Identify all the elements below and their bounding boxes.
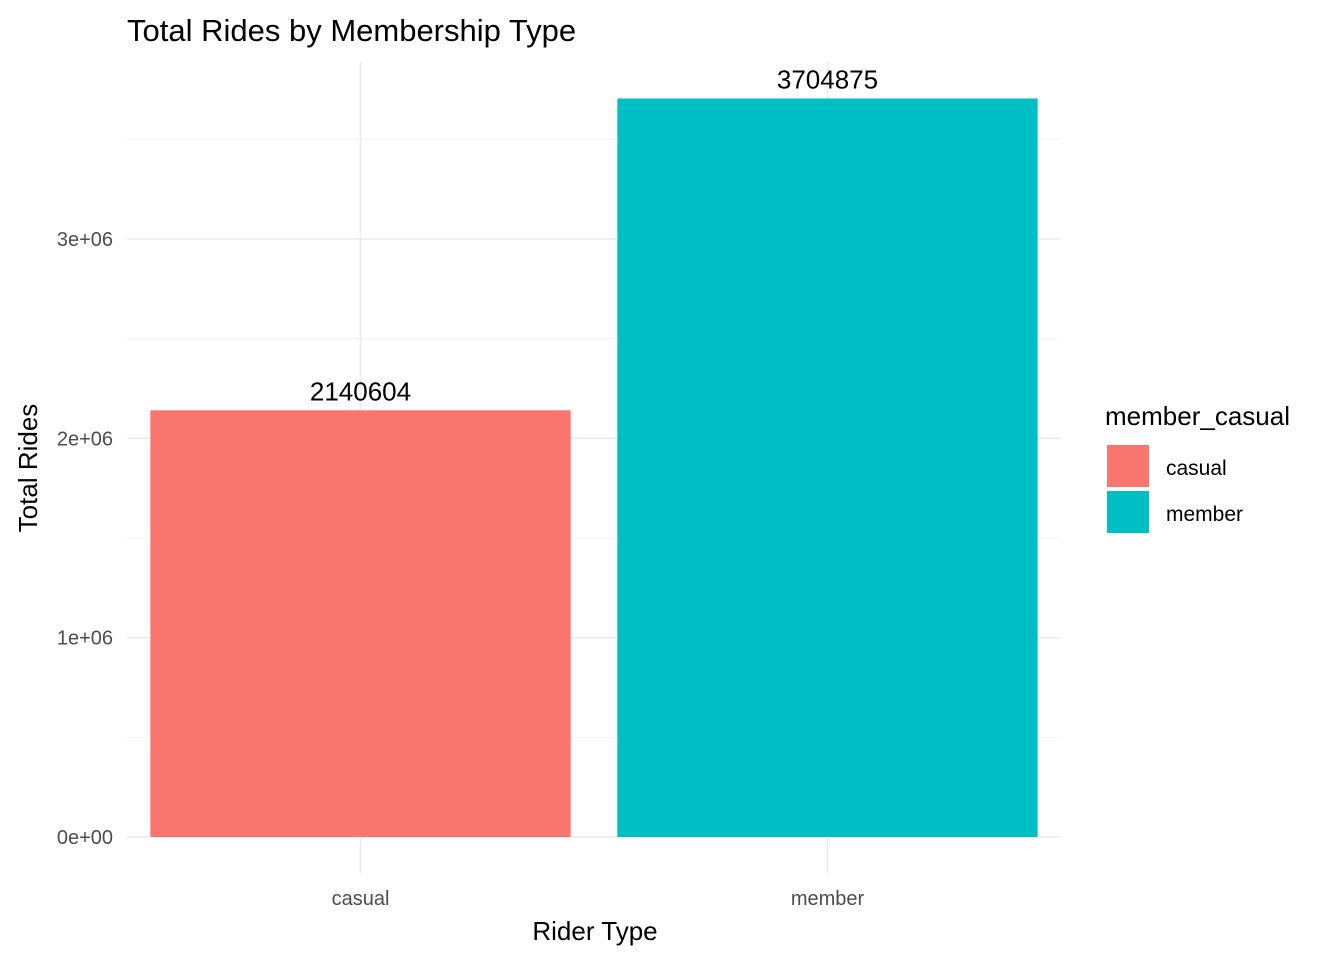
data-labels: 2140604 3704875: [310, 64, 878, 406]
legend-label-member: member: [1166, 503, 1243, 526]
y-axis-title: Total Rides: [13, 404, 43, 533]
legend-title: member_casual: [1105, 401, 1290, 431]
legend-key-casual: [1107, 445, 1149, 487]
legend: member_casual casual member: [1105, 401, 1290, 533]
x-tick-label-member: member: [791, 888, 865, 910]
bars: [150, 98, 1038, 837]
legend-label-casual: casual: [1166, 457, 1227, 480]
x-axis-title: Rider Type: [532, 916, 657, 946]
y-tick-label: 2e+06: [57, 428, 113, 450]
bar-casual: [150, 410, 571, 837]
bar-member: [617, 98, 1038, 837]
chart-title: Total Rides by Membership Type: [127, 13, 576, 48]
x-tick-label-casual: casual: [332, 888, 390, 910]
y-tick-label: 3e+06: [57, 229, 113, 251]
data-label-casual: 2140604: [310, 376, 411, 406]
y-tick-label: 1e+06: [57, 628, 113, 650]
y-tick-label: 0e+00: [57, 827, 113, 849]
legend-key-member: [1107, 491, 1149, 533]
x-axis-ticks: casual member: [332, 888, 865, 910]
data-label-member: 3704875: [777, 64, 878, 94]
y-axis-ticks: 0e+00 1e+06 2e+06 3e+06: [57, 229, 113, 849]
